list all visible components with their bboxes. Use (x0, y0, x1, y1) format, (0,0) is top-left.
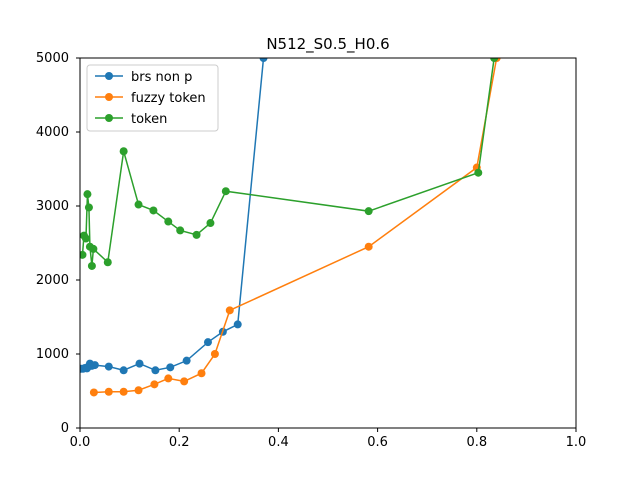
legend-label-token: token (131, 112, 167, 127)
data-point-token (80, 250, 87, 259)
x-tick-label: 1.0 (566, 435, 587, 450)
data-point-fuzzy-token (164, 374, 173, 383)
plot-frame (79, 57, 577, 429)
y-axis: 0 1000 2000 3000 4000 5000 (36, 51, 69, 436)
data-point-fuzzy-token (197, 369, 206, 378)
data-point-fuzzy-token (180, 377, 189, 386)
legend-label-brs-non-p: brs non p (131, 70, 192, 85)
legend-label-fuzzy-token: fuzzy token (131, 91, 206, 106)
x-tick-label: 0.0 (70, 435, 91, 450)
data-point-token (119, 147, 128, 156)
data-point-fuzzy-token (89, 388, 98, 397)
data-point-brs-non-p (233, 320, 242, 329)
data-point-brs-non-p (135, 359, 144, 368)
legend-marker-brs-non-p (105, 72, 113, 80)
data-point-token (490, 58, 499, 62)
y-tick-label: 5000 (36, 51, 69, 66)
data-point-brs-non-p (90, 361, 99, 370)
data-point-fuzzy-token (134, 386, 143, 395)
tick-marks (76, 57, 577, 432)
data-point-token (103, 258, 112, 267)
data-point-token (81, 234, 90, 243)
data-point-token (474, 168, 483, 177)
y-tick-label: 2000 (36, 273, 69, 288)
data-point-brs-non-p (166, 363, 175, 372)
series-brs-non-p (80, 58, 268, 375)
x-tick-label: 0.2 (169, 435, 190, 450)
data-point-token (364, 207, 373, 216)
x-axis: 0.0 0.2 0.4 0.6 0.8 1.0 (70, 435, 587, 450)
data-point-brs-non-p (203, 338, 212, 347)
legend-box (86, 64, 219, 132)
data-point-brs-non-p (259, 58, 268, 62)
series-layer (80, 58, 501, 397)
data-point-token (192, 230, 201, 239)
series-fuzzy-token (89, 58, 501, 397)
y-tick-label: 1000 (36, 347, 69, 362)
data-point-fuzzy-token (210, 350, 219, 358)
data-point-fuzzy-token (104, 387, 113, 396)
x-tick-label: 0.4 (268, 435, 289, 450)
chart-title: N512_S0.5_H0.6 (266, 35, 389, 54)
y-tick-label: 3000 (36, 199, 69, 214)
data-point-token (134, 200, 143, 209)
data-point-brs-non-p (119, 366, 128, 375)
data-point-token (176, 226, 185, 235)
data-point-token (83, 190, 92, 199)
y-tick-label: 4000 (36, 125, 69, 140)
legend: brs non p fuzzy token token (86, 64, 219, 132)
data-point-fuzzy-token (364, 242, 373, 251)
series-token (80, 58, 499, 270)
data-point-token (149, 206, 158, 215)
data-point-brs-non-p (104, 362, 113, 371)
data-point-brs-non-p (182, 356, 191, 365)
legend-marker-token (105, 114, 113, 122)
data-point-token (206, 219, 215, 228)
data-point-token (84, 203, 93, 212)
x-tick-label: 0.6 (367, 435, 388, 450)
data-point-token (87, 261, 96, 270)
data-point-fuzzy-token (150, 380, 159, 389)
data-point-fuzzy-token (225, 306, 234, 315)
data-point-fuzzy-token (119, 387, 128, 396)
data-point-token (164, 217, 173, 226)
data-point-token (89, 244, 98, 253)
y-tick-label: 0 (61, 421, 69, 436)
legend-marker-fuzzy-token (105, 93, 113, 101)
data-point-brs-non-p (151, 366, 160, 375)
data-point-token (221, 187, 230, 196)
x-tick-label: 0.8 (466, 435, 487, 450)
